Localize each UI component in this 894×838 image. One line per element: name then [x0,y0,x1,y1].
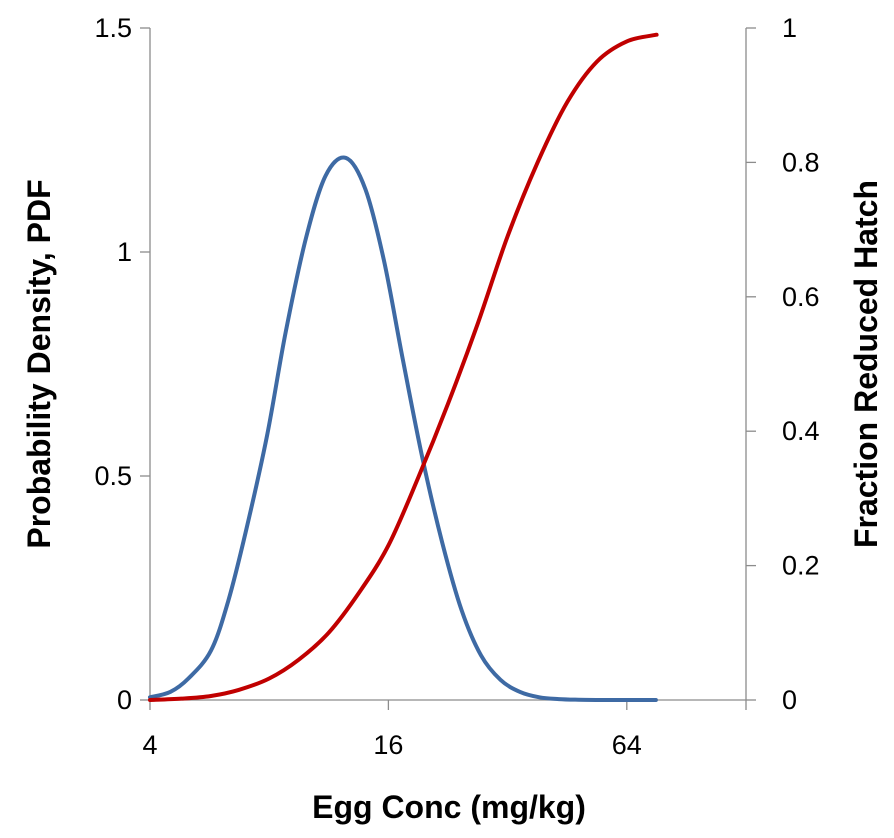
y-left-tick-label: 1.5 [94,13,132,43]
y-right-tick-label: 0.4 [782,416,820,446]
axes-layer: 0 0.5 1 1.5 0 0.2 0.4 0.6 0.8 1 4 16 64 [94,13,819,760]
y-right-tick-label: 0.8 [782,147,820,177]
x-tick-label: 64 [612,730,642,760]
y-right-axis-title: Fraction Reduced Hatch [848,180,884,548]
y-right-tick-label: 0.6 [782,282,820,312]
series-layer [148,32,659,703]
y-left-tick-label: 1 [117,237,132,267]
x-tick-label: 16 [373,730,403,760]
x-tick-label: 4 [142,730,157,760]
x-axis-title: Egg Conc (mg/kg) [312,789,586,825]
y-right-tick-label: 1 [782,13,797,43]
y-left-tick-label: 0.5 [94,461,132,491]
y-left-tick-label: 0 [117,685,132,715]
y-right-tick-label: 0.2 [782,551,820,581]
y-left-axis-title: Probability Density, PDF [21,179,57,548]
y-right-tick-label: 0 [782,685,797,715]
pdf-line [148,155,658,703]
fraction-reduced-hatch-line [148,32,659,702]
